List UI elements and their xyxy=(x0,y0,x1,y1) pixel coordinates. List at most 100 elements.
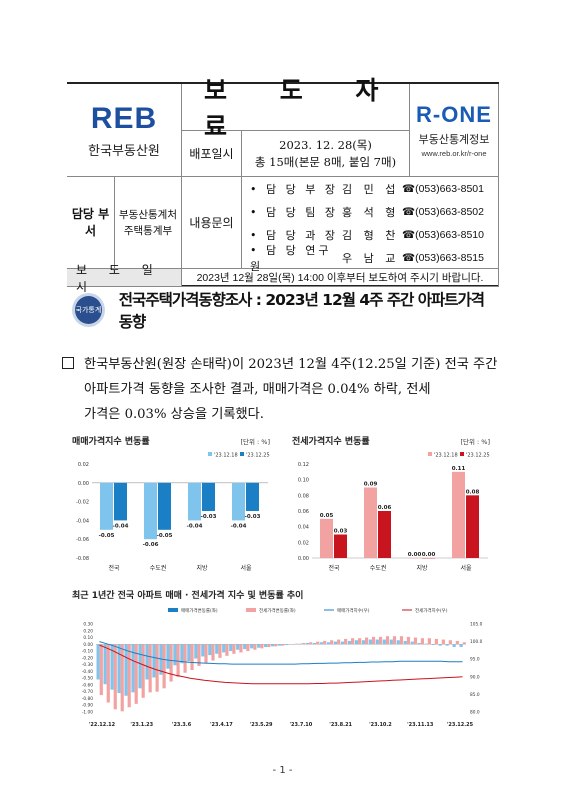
summary-paragraph: 한국부동산원(원장 손태락)이 2023년 12월 4주(12.25일 기준) … xyxy=(62,352,522,427)
y-left-tick-label: -0.50 xyxy=(82,676,93,682)
data-label: 0.03 xyxy=(334,529,348,535)
rone-logo-mark: R-ONE xyxy=(416,102,492,127)
chart-unit: [단위 : %] xyxy=(460,438,490,446)
page-number: - 1 - xyxy=(272,765,293,776)
phone-number: ☎(053)663-8515 xyxy=(402,251,484,264)
bar xyxy=(144,482,157,540)
contact-row: • 담 당 과 장 김 형 찬 ☎(053)663-8510 xyxy=(250,228,484,242)
jeonse-change-bar xyxy=(253,644,257,650)
jeonse-change-bar xyxy=(392,636,397,645)
y-tick-label: -0.04 xyxy=(76,518,89,524)
rone-logo: R-ONE 부동산통계정보 www.reb.or.kr/r-one xyxy=(410,84,499,177)
sale-change-bar xyxy=(438,644,442,646)
sale-change-bar xyxy=(305,642,310,645)
jeonse-change-bar xyxy=(330,640,334,645)
release-embargo: 2023년 12월 28일(목) 14:00 이후부터 보도하여 주시기 바랍니… xyxy=(182,269,499,287)
jeonse-change-bar xyxy=(399,636,404,645)
release-label: 보 도 일 시 xyxy=(67,263,182,294)
x-tick-label: '23.1.23 xyxy=(130,722,153,728)
phone-number: ☎(053)663-8502 xyxy=(402,205,484,218)
y-left-tick-label: -0.80 xyxy=(82,696,93,702)
sale-change-bar xyxy=(264,644,268,648)
x-tick-label: '23.7.10 xyxy=(290,722,313,728)
jeonse-change-bar xyxy=(176,644,180,677)
jeonse-change-bar xyxy=(455,640,459,645)
legend-swatch xyxy=(208,452,212,456)
distribution-info: 2023. 12. 28(목) 총 15매(본문 8매, 붙임 7매) xyxy=(242,131,410,177)
y-tick-label: -0.08 xyxy=(76,556,89,562)
jeonse-change-bar xyxy=(134,644,138,704)
y-right-tick-label: 85.0 xyxy=(470,692,480,698)
jeonse-change-bar xyxy=(99,644,103,696)
y-left-tick-label: 0.30 xyxy=(83,622,93,628)
sale-change-bar xyxy=(194,644,198,659)
jeonse-change-bar xyxy=(274,644,278,647)
jeonse-change-bar xyxy=(337,639,341,645)
sale-change-bar xyxy=(166,644,170,669)
jeonse-change-bar xyxy=(106,644,110,703)
bar xyxy=(334,534,347,558)
sale-change-bar xyxy=(236,644,240,650)
data-label: -0.03 xyxy=(201,514,217,520)
x-tick-label: 전국 xyxy=(328,564,340,572)
y-tick-label: 0.06 xyxy=(298,509,309,515)
sale-change-bar xyxy=(180,644,184,664)
bar xyxy=(158,482,171,530)
reb-logo: REB 한국부동산원 xyxy=(67,84,182,177)
legend-label: '23.12.18 xyxy=(214,453,238,459)
y-left-tick-label: -0.60 xyxy=(82,682,93,688)
headline-text: 전국주택가격동향조사 : 2023년 12월 4주 주간 아파트가격 동향 xyxy=(118,291,485,331)
sale-change-bar xyxy=(271,644,275,647)
jeonse-change-bar xyxy=(371,636,376,645)
reb-logo-mark: REB xyxy=(90,101,158,135)
sale-change-bar xyxy=(424,643,428,645)
data-label: -0.05 xyxy=(99,533,115,539)
y-left-tick-label: -0.10 xyxy=(82,649,93,655)
chart-unit: [단위 : %] xyxy=(240,438,270,446)
jeonse-change-bar xyxy=(246,644,250,652)
y-right-tick-label: 95.0 xyxy=(470,657,480,663)
sale-change-bar xyxy=(347,640,352,645)
jeonse-change-bar xyxy=(364,637,369,645)
x-tick-label: 지방 xyxy=(196,564,208,572)
sale-change-bar xyxy=(278,644,282,646)
checkbox-bullet-icon xyxy=(62,357,74,369)
y-left-tick-label: -0.40 xyxy=(82,669,93,675)
legend-label: 매매가격지수(우) xyxy=(337,607,370,614)
contact-row: • 담 당 팀 장 홍 석 형 ☎(053)663-8502 xyxy=(250,205,484,219)
x-tick-label: 수도권 xyxy=(370,564,387,572)
bar xyxy=(188,482,201,521)
distribution-pages: 총 15매(본문 8매, 붙임 7매) xyxy=(254,154,397,169)
doc-title: 보 도 자 료 xyxy=(182,76,410,141)
x-tick-label: 수도권 xyxy=(150,564,167,572)
sale-change-bar xyxy=(431,644,435,645)
x-tick-label: '22.12.12 xyxy=(89,722,116,728)
inquiry-label: 내용문의 xyxy=(182,177,242,269)
bar xyxy=(232,482,245,521)
legend-swatch xyxy=(246,608,256,612)
jeonse-change-bar xyxy=(127,644,131,708)
bar xyxy=(364,487,377,558)
y-tick-label: 0.08 xyxy=(298,493,309,499)
dept-name: 부동산통계처 주택통계부 xyxy=(115,177,182,269)
legend-label: 전세가격지수(우) xyxy=(415,607,448,614)
jeonse-change-bar xyxy=(120,644,124,712)
jeonse-change-bar xyxy=(113,644,117,710)
y-right-tick-label: 90.0 xyxy=(470,674,480,680)
jeonse-change-bar xyxy=(218,644,222,658)
y-left-tick-label: -0.20 xyxy=(82,655,93,661)
jeonse-change-bar xyxy=(344,638,348,645)
rone-url[interactable]: www.reb.or.kr/r-one xyxy=(421,149,487,158)
sale-change-bar xyxy=(201,644,205,657)
y-left-tick-label: 0.10 xyxy=(83,635,93,641)
data-label: -0.04 xyxy=(187,523,203,529)
sale-change-bar xyxy=(131,644,135,693)
sale-change-bar xyxy=(354,640,358,645)
sale-change-bar xyxy=(410,641,414,645)
dept-label: 담당 부서 xyxy=(67,177,115,269)
jeonse-change-bar xyxy=(204,644,208,664)
x-tick-label: '23.4.17 xyxy=(210,722,233,728)
jeonse-change-bar xyxy=(448,640,452,645)
y-left-tick-label: -1.00 xyxy=(82,710,93,716)
contact-row: • 담 당 부 장 김 민 섭 ☎(053)663-8501 xyxy=(250,182,484,196)
